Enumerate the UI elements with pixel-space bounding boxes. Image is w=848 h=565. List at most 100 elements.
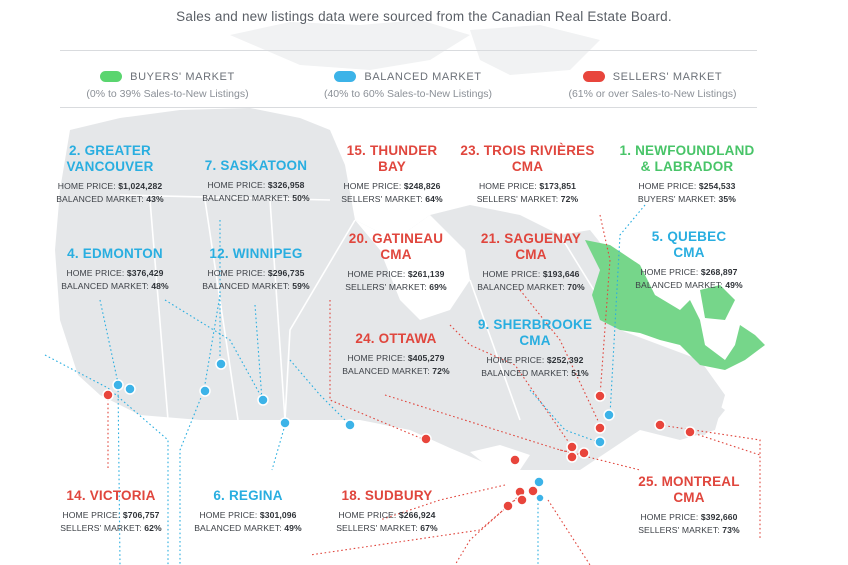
price-value: $173,851	[539, 181, 577, 191]
city-name: 9. SHERBROOKE CMA	[477, 317, 593, 348]
ratio-value: 59%	[292, 281, 310, 291]
price-label: HOME PRICE:	[343, 181, 402, 191]
legend-buyers-range: (0% to 39% Sales-to-New Listings)	[86, 88, 249, 100]
city-name: 7. SASKATOON	[204, 158, 308, 173]
dot-toronto-5	[502, 500, 514, 512]
market-label: SELLERS' MARKET:	[341, 194, 423, 204]
dot-stjohn	[684, 426, 696, 438]
price-label: HOME PRICE:	[199, 510, 258, 520]
ratio-value: 50%	[292, 193, 310, 203]
price-value: $193,646	[542, 269, 580, 279]
legend-sellers-range: (61% or over Sales-to-New Listings)	[568, 88, 737, 100]
market-label: BALANCED MARKET:	[56, 194, 144, 204]
market-sudbury: 18. SUDBURY HOME PRICE: $266,924 SELLERS…	[324, 488, 450, 535]
market-label: BALANCED MARKET:	[477, 282, 565, 292]
price-value: $254,533	[698, 181, 736, 191]
city-name: 5. QUEBEC CMA	[651, 229, 727, 260]
city-name: 14. VICTORIA	[66, 488, 156, 503]
market-label: SELLERS' MARKET:	[60, 523, 142, 533]
city-name: 24. OTTAWA	[355, 331, 437, 346]
buyers-swatch	[100, 71, 123, 83]
city-name: 2. GREATER VANCOUVER	[66, 143, 154, 174]
dot-toronto-6	[535, 493, 545, 503]
ratio-value: 67%	[420, 523, 438, 533]
ratio-value: 51%	[571, 368, 589, 378]
dot-regina	[199, 385, 211, 397]
dot-ottawa	[566, 451, 578, 463]
ratio-value: 64%	[425, 194, 443, 204]
page-subtitle: Sales and new listings data were sourced…	[176, 9, 672, 24]
ratio-value: 48%	[151, 281, 169, 291]
market-newfoundland: 1. NEWFOUNDLAND & LABRADOR HOME PRICE: $…	[612, 143, 762, 206]
ratio-value: 73%	[722, 525, 740, 535]
dot-gatineau	[566, 441, 578, 453]
market-vancouver: 2. GREATER VANCOUVER HOME PRICE: $1,024,…	[45, 143, 175, 206]
dot-saskatoon	[257, 394, 269, 406]
sellers-swatch	[582, 71, 605, 83]
dot-vancouver	[112, 379, 124, 391]
market-label: BALANCED MARKET:	[635, 280, 723, 290]
dot-toronto-2	[527, 485, 539, 497]
ratio-value: 62%	[144, 523, 162, 533]
city-name: 6. REGINA	[213, 488, 283, 503]
city-name: 23. TROIS RIVIÈRES CMA	[460, 143, 595, 174]
market-label: BALANCED MARKET:	[202, 193, 290, 203]
dot-sherbrooke	[594, 436, 606, 448]
market-montreal: 25. MONTREAL CMA HOME PRICE: $392,660 SE…	[626, 474, 752, 537]
legend-balanced: BALANCED MARKET (40% to 60% Sales-to-New…	[298, 68, 518, 100]
price-label: HOME PRICE:	[640, 267, 699, 277]
price-value: $376,429	[126, 268, 164, 278]
ratio-value: 72%	[432, 366, 450, 376]
market-edmonton: 4. EDMONTON HOME PRICE: $376,429 BALANCE…	[50, 246, 180, 293]
market-label: BALANCED MARKET:	[202, 281, 290, 291]
price-value: $252,392	[546, 355, 584, 365]
price-value: $706,757	[122, 510, 160, 520]
dot-thunderbay	[420, 433, 432, 445]
market-gatineau: 20. GATINEAU CMA HOME PRICE: $261,139 SE…	[332, 231, 460, 294]
price-label: HOME PRICE:	[338, 510, 397, 520]
price-label: HOME PRICE:	[482, 269, 541, 279]
dot-troisrivieres	[594, 422, 606, 434]
legend-buyers: BUYERS' MARKET (0% to 39% Sales-to-New L…	[60, 68, 275, 100]
dot-vancouver-2	[124, 383, 136, 395]
ratio-value: 72%	[560, 194, 579, 204]
price-label: HOME PRICE:	[347, 269, 406, 279]
price-value: $1,024,282	[118, 181, 163, 191]
city-name: 15. THUNDER BAY	[346, 143, 438, 174]
legend-balanced-name: BALANCED MARKET	[364, 70, 482, 83]
dot-halifax	[654, 419, 666, 431]
city-name: 18. SUDBURY	[341, 488, 433, 503]
market-victoria: 14. VICTORIA HOME PRICE: $706,757 SELLER…	[48, 488, 174, 535]
market-label: SELLERS' MARKET:	[476, 194, 559, 204]
market-label: BALANCED MARKET:	[61, 281, 149, 291]
price-label: HOME PRICE:	[486, 355, 545, 365]
market-label: SELLERS' MARKET:	[638, 525, 720, 535]
price-label: HOME PRICE:	[478, 181, 537, 191]
dot-toronto-1	[533, 476, 545, 488]
market-label: SELLERS' MARKET:	[336, 523, 418, 533]
dot-saguenay	[594, 390, 606, 402]
ratio-value: 49%	[725, 280, 743, 290]
ratio-value: 43%	[146, 194, 164, 204]
price-value: $261,139	[407, 269, 445, 279]
price-label: HOME PRICE:	[640, 512, 699, 522]
price-label: HOME PRICE:	[66, 268, 125, 278]
price-label: HOME PRICE:	[57, 181, 116, 191]
dot-montreal	[578, 447, 590, 459]
market-label: BALANCED MARKET:	[194, 523, 282, 533]
price-value: $301,096	[259, 510, 297, 520]
divider-top	[60, 50, 757, 51]
market-label: SELLERS' MARKET:	[345, 282, 427, 292]
market-winnipeg: 12. WINNIPEG HOME PRICE: $296,735 BALANC…	[190, 246, 322, 293]
city-name: 1. NEWFOUNDLAND & LABRADOR	[619, 143, 755, 174]
market-thunderbay: 15. THUNDER BAY HOME PRICE: $248,826 SEL…	[328, 143, 456, 206]
dot-victoria	[102, 389, 114, 401]
city-name: 21. SAGUENAY CMA	[480, 231, 582, 262]
city-name: 25. MONTREAL CMA	[638, 474, 740, 505]
price-value: $405,279	[407, 353, 445, 363]
price-value: $248,826	[403, 181, 441, 191]
dot-winnipeg-2	[279, 417, 291, 429]
price-label: HOME PRICE:	[638, 181, 697, 191]
legend-sellers: SELLERS' MARKET (61% or over Sales-to-Ne…	[545, 68, 760, 100]
